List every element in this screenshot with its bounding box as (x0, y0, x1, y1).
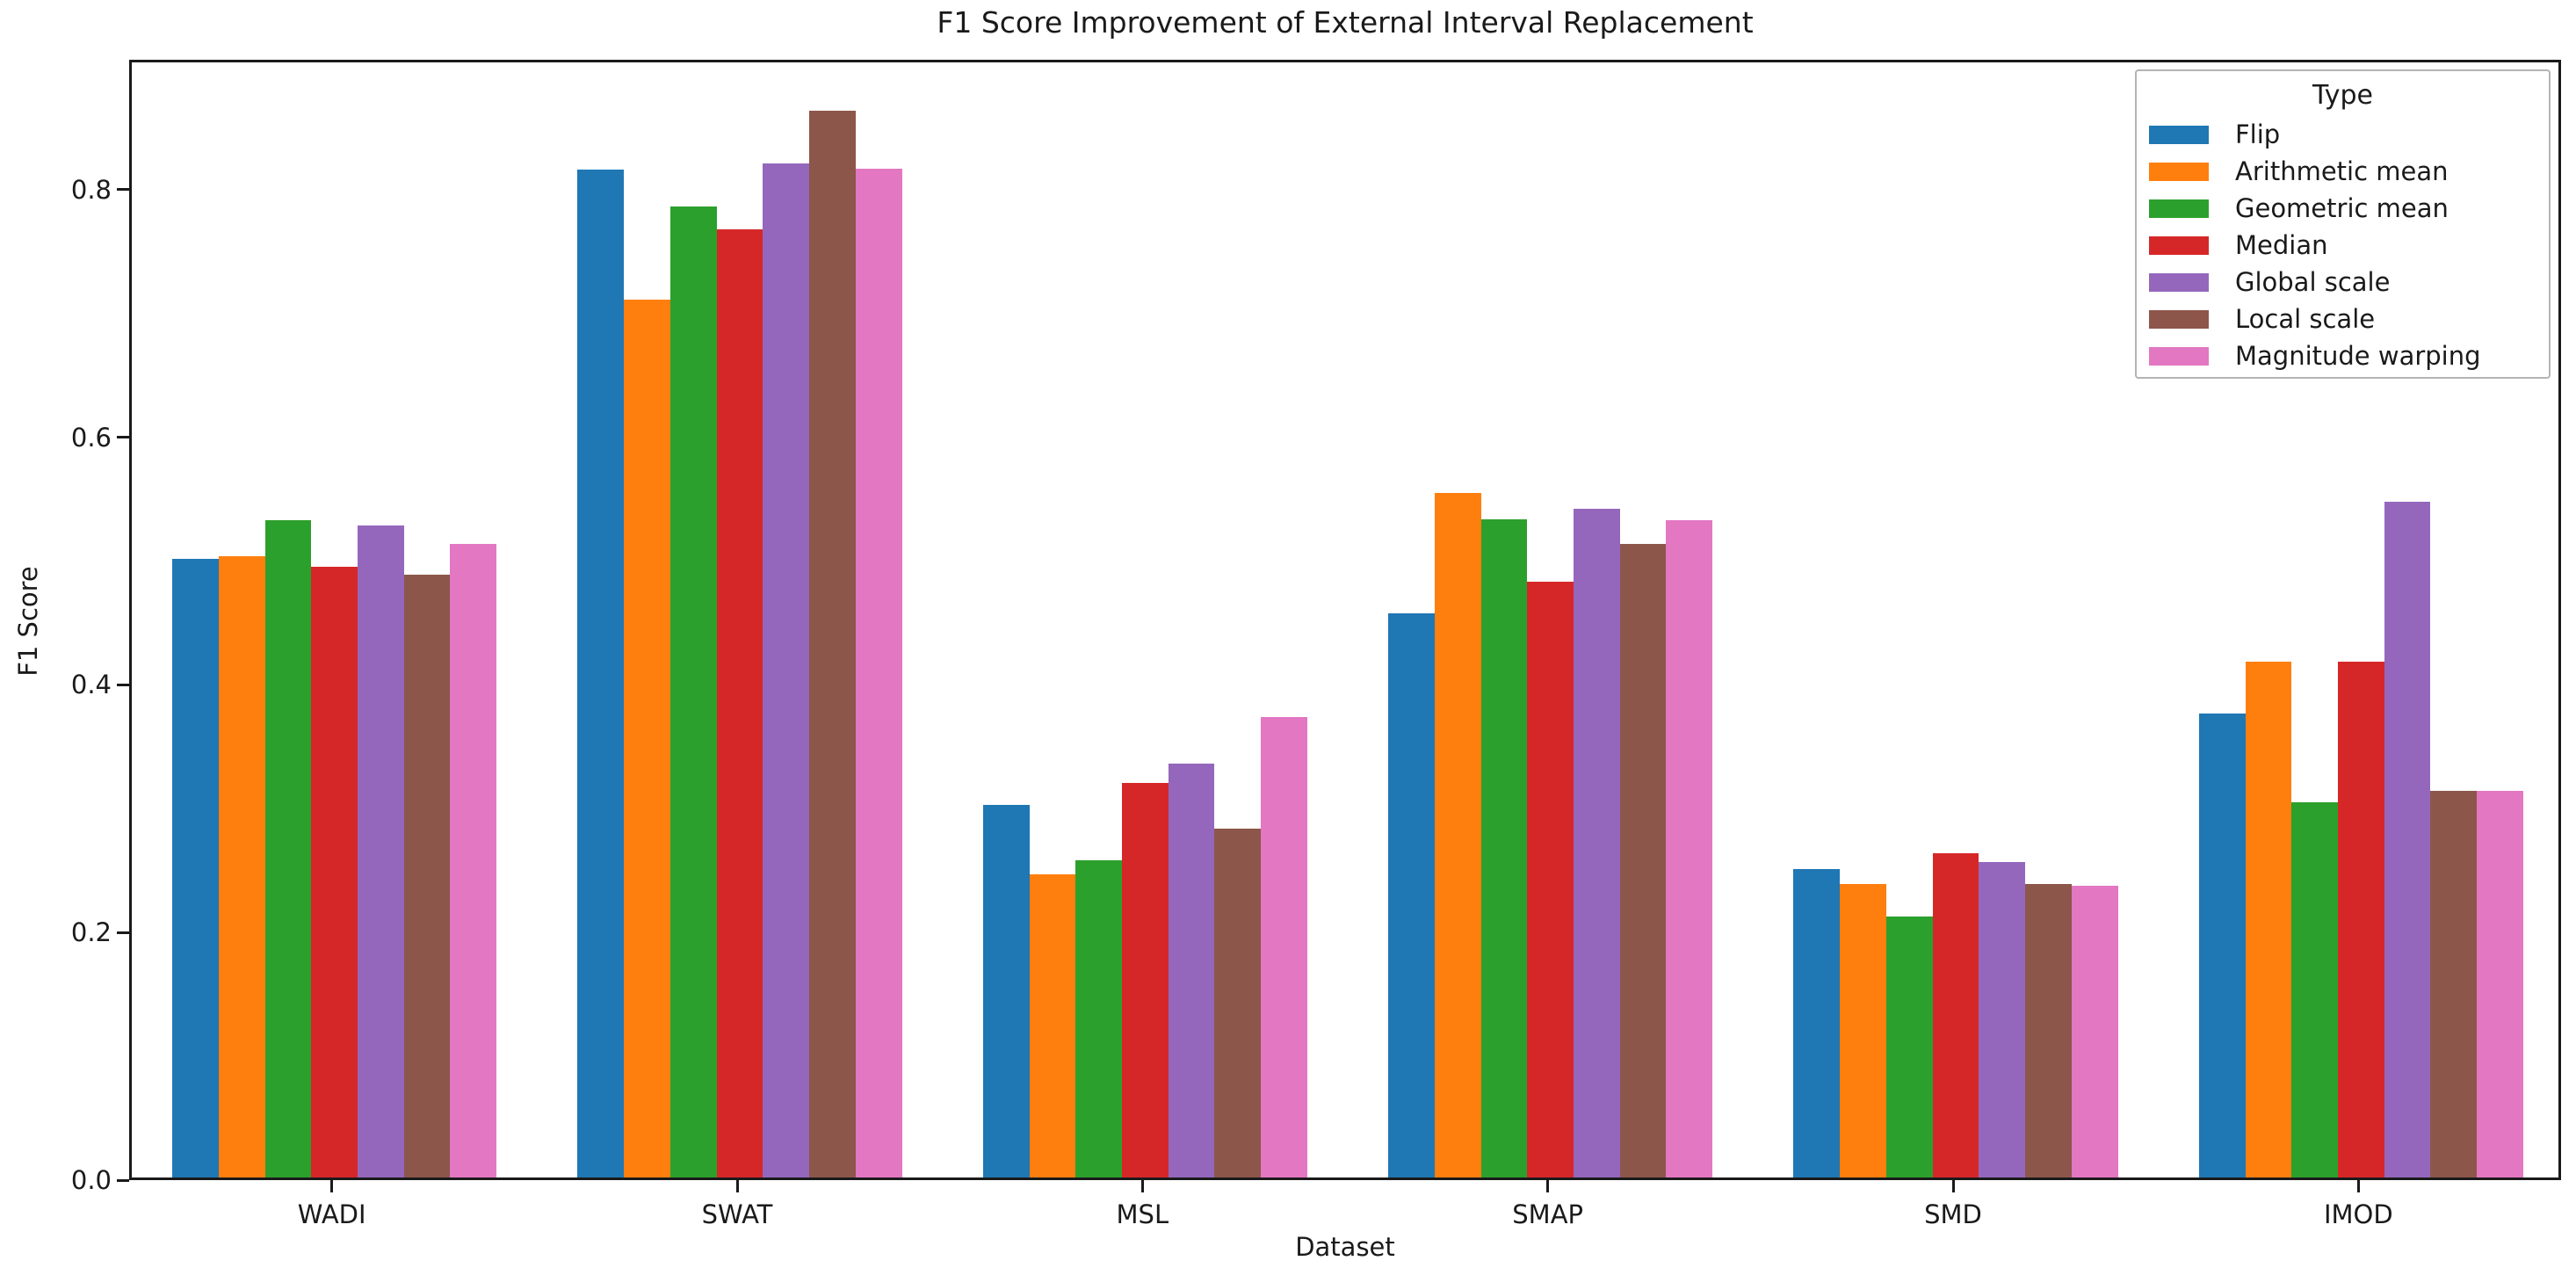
legend-label: Median (2235, 230, 2328, 260)
legend-label: Arithmetic mean (2235, 156, 2449, 186)
legend-swatch-icon (2149, 126, 2209, 144)
x-tick-label-smd: SMD (1924, 1199, 1982, 1229)
bar-msl-flip (982, 804, 1030, 1177)
bar-swat-arithmetic-mean (624, 300, 670, 1177)
legend-swatch-icon (2149, 347, 2209, 366)
x-tick-mark (1546, 1180, 1550, 1192)
bar-imod-median (2337, 661, 2384, 1177)
y-tick-mark (117, 188, 129, 192)
bar-swat-magnitude-warping (855, 168, 902, 1177)
y-tick-label: 0.6 (70, 422, 112, 453)
x-tick-label-smap: SMAP (1512, 1199, 1584, 1229)
bar-smd-global-scale (1979, 861, 2026, 1177)
legend-label: Global scale (2235, 267, 2391, 297)
bar-smd-flip (1793, 869, 1841, 1177)
bar-msl-global-scale (1168, 764, 1215, 1177)
x-tick-label-msl: MSL (1116, 1199, 1169, 1229)
bar-swat-flip (577, 170, 625, 1177)
bar-smap-global-scale (1574, 509, 1620, 1177)
x-axis-label: Dataset (1295, 1232, 1395, 1262)
bar-msl-magnitude-warping (1261, 716, 1307, 1177)
bar-smap-geometric-mean (1480, 518, 1528, 1177)
legend-label: Magnitude warping (2235, 341, 2481, 371)
bar-smd-median (1932, 852, 1979, 1177)
bar-wadi-local-scale (403, 574, 451, 1177)
bar-smap-flip (1388, 612, 1435, 1177)
bar-smd-local-scale (2025, 884, 2072, 1177)
bar-swat-local-scale (809, 110, 856, 1177)
bar-smd-magnitude-warping (2071, 885, 2118, 1177)
bar-msl-geometric-mean (1075, 860, 1122, 1177)
x-tick-mark (1140, 1180, 1144, 1192)
bar-swat-geometric-mean (669, 207, 717, 1177)
y-tick-mark (117, 931, 129, 934)
bar-wadi-arithmetic-mean (218, 555, 265, 1177)
bar-wadi-flip (172, 558, 219, 1177)
legend-label: Geometric mean (2235, 193, 2449, 223)
bar-smap-arithmetic-mean (1434, 492, 1481, 1177)
legend-swatch-icon (2149, 273, 2209, 292)
legend-swatch-icon (2149, 310, 2209, 329)
bar-wadi-magnitude-warping (450, 543, 497, 1177)
legend-swatch-icon (2149, 236, 2209, 255)
chart-title: F1 Score Improvement of External Interva… (937, 5, 1754, 40)
x-tick-mark (2356, 1180, 2360, 1192)
legend-swatch-icon (2149, 163, 2209, 181)
legend-title: Type (2312, 80, 2373, 111)
bar-wadi-median (311, 567, 358, 1177)
bar-wadi-geometric-mean (264, 519, 312, 1177)
x-tick-mark (330, 1180, 334, 1192)
bar-imod-local-scale (2430, 791, 2478, 1177)
bar-msl-local-scale (1214, 828, 1262, 1177)
x-tick-mark (735, 1180, 739, 1192)
bar-imod-arithmetic-mean (2245, 661, 2292, 1177)
legend-swatch-icon (2149, 199, 2209, 218)
bar-smd-arithmetic-mean (1840, 884, 1886, 1177)
bar-imod-flip (2198, 713, 2246, 1177)
y-tick-mark (117, 1178, 129, 1182)
x-tick-label-wadi: WADI (297, 1199, 366, 1229)
y-tick-label: 0.4 (70, 670, 112, 700)
bar-msl-arithmetic-mean (1029, 873, 1076, 1177)
legend-item-flip: Flip (2137, 116, 2549, 153)
x-tick-label-imod: IMOD (2323, 1199, 2393, 1229)
bar-smap-median (1527, 582, 1574, 1177)
y-tick-label: 0.8 (70, 174, 112, 205)
bar-imod-magnitude-warping (2477, 791, 2523, 1177)
bar-smd-geometric-mean (1885, 916, 1933, 1177)
legend-item-median: Median (2137, 227, 2549, 264)
bar-wadi-global-scale (358, 525, 404, 1177)
bar-swat-median (716, 228, 763, 1177)
y-tick-mark (117, 683, 129, 686)
x-tick-mark (1951, 1180, 1955, 1192)
legend-item-global-scale: Global scale (2137, 264, 2549, 301)
bar-smap-local-scale (1619, 543, 1667, 1177)
legend-item-local-scale: Local scale (2137, 301, 2549, 337)
y-tick-label: 0.2 (70, 917, 112, 948)
bar-imod-geometric-mean (2291, 802, 2338, 1177)
x-tick-label-swat: SWAT (701, 1199, 773, 1229)
bar-swat-global-scale (763, 163, 810, 1177)
bar-smap-magnitude-warping (1666, 519, 1713, 1177)
bar-imod-global-scale (2384, 501, 2431, 1177)
legend-label: Flip (2235, 120, 2281, 149)
legend-item-magnitude-warping: Magnitude warping (2137, 337, 2549, 374)
legend-box: Type Flip Arithmetic mean Geometric mean Me… (2135, 69, 2551, 379)
bar-msl-median (1121, 782, 1169, 1177)
legend-label: Local scale (2235, 304, 2376, 334)
y-tick-label: 0.0 (70, 1165, 112, 1195)
legend-item-geometric-mean: Geometric mean (2137, 190, 2549, 227)
legend-item-arithmetic-mean: Arithmetic mean (2137, 153, 2549, 190)
y-tick-mark (117, 436, 129, 439)
